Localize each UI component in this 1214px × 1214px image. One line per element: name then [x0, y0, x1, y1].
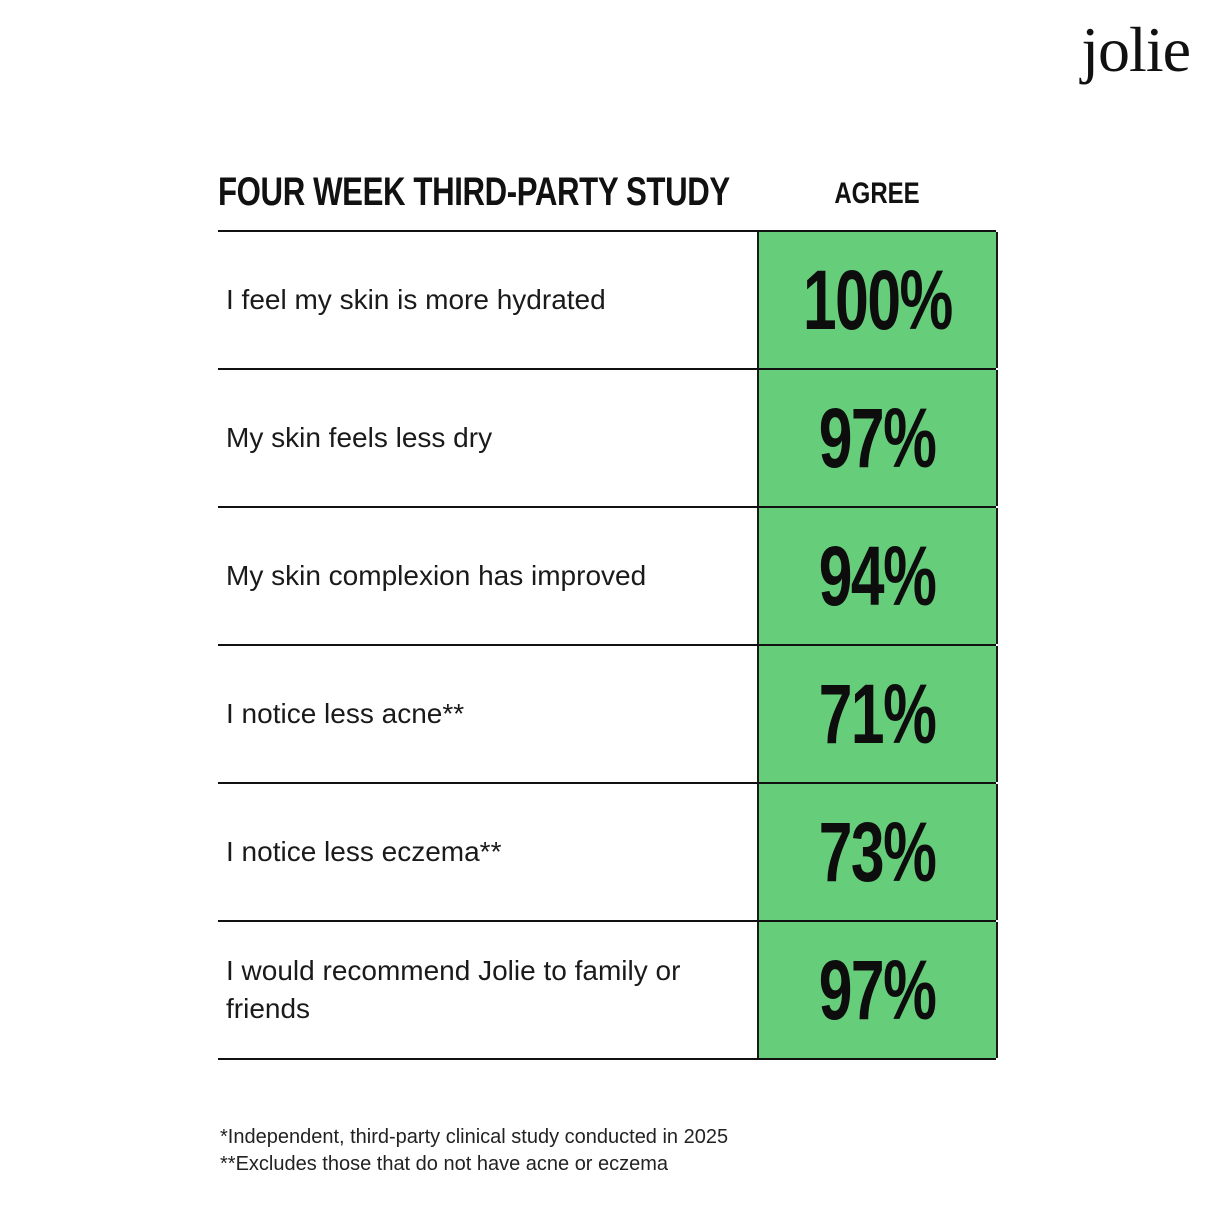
agree-value-cell: 100% [757, 232, 998, 368]
agree-value-cell: 71% [757, 646, 998, 782]
agree-value-cell: 73% [757, 784, 998, 920]
agree-value-cell: 97% [757, 922, 998, 1058]
footnote-study: *Independent, third-party clinical study… [220, 1126, 729, 1148]
table-row: I notice less acne** 71% [218, 646, 998, 784]
agree-percentage: 97% [819, 391, 937, 485]
table-row: My skin complexion has improved 94% [218, 508, 998, 646]
statement-cell: I notice less eczema** [218, 784, 757, 920]
statement-text: My skin feels less dry [226, 422, 493, 453]
table-row: I feel my skin is more hydrated 100% [218, 232, 998, 370]
statement-text: I notice less acne** [226, 698, 465, 729]
agree-percentage: 73% [819, 805, 937, 899]
statement-text: I notice less eczema** [226, 836, 502, 867]
footnote-exclusion: **Excludes those that do not have acne o… [220, 1153, 669, 1175]
jolie-logo: jolie [1081, 14, 1191, 85]
statement-text: I feel my skin is more hydrated [226, 284, 606, 315]
table-row: My skin feels less dry 97% [218, 370, 998, 508]
statement-cell: My skin complexion has improved [218, 508, 757, 644]
statement-text: My skin complexion has improved [226, 560, 647, 591]
agree-percentage: 97% [819, 943, 937, 1037]
study-heading: FOUR WEEK THIRD-PARTY STUDY [218, 170, 730, 214]
statement-cell: I feel my skin is more hydrated [218, 232, 757, 368]
statement-text: I would recommend Jolie to family or fri… [226, 955, 681, 1024]
table-row: I notice less eczema** 73% [218, 784, 998, 922]
statement-cell: I notice less acne** [218, 646, 757, 782]
results-table: I feel my skin is more hydrated 100% My … [218, 230, 998, 1060]
statement-cell: My skin feels less dry [218, 370, 757, 506]
agree-percentage: 71% [819, 667, 937, 761]
agree-percentage: 94% [819, 529, 937, 623]
table-row: I would recommend Jolie to family or fri… [218, 922, 998, 1060]
agree-percentage: 100% [803, 253, 953, 347]
agree-value-cell: 97% [757, 370, 998, 506]
statement-cell: I would recommend Jolie to family or fri… [218, 922, 757, 1058]
agree-column-header: AGREE [834, 177, 920, 210]
agree-value-cell: 94% [757, 508, 998, 644]
footnotes: *Independent, third-party clinical study… [220, 1124, 728, 1178]
